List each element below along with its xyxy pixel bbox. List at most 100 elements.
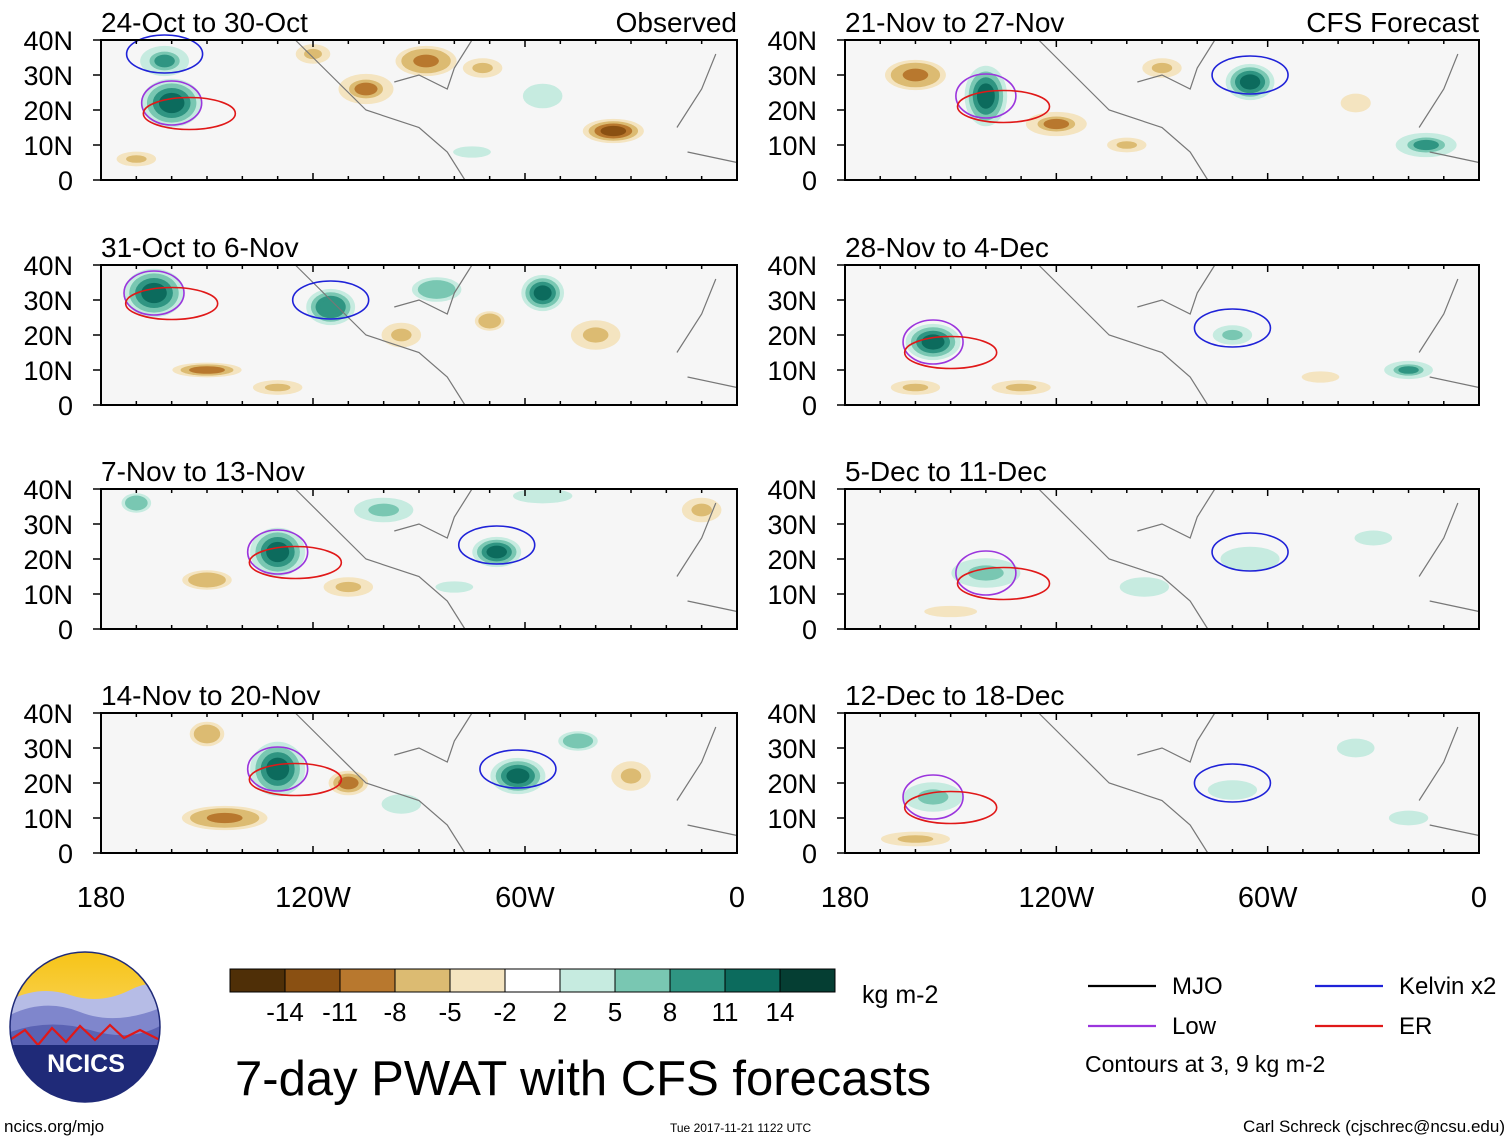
contour-line [902,774,964,820]
contour-line [246,746,309,792]
colorbar-swatch [559,968,616,993]
y-tick-label: 40N [23,251,73,281]
contour-line [956,89,1051,124]
colorbar-swatch [504,968,561,993]
y-tick-label: 0 [58,391,73,421]
contour-line [1193,763,1272,803]
anomaly-field [880,738,1429,847]
anomaly-shade [189,366,225,374]
site-url[interactable]: ncics.org/mjo [4,1117,104,1136]
y-tick-label: 30N [767,734,817,764]
panel-8: 12-Dec to 18-Dec 40N 30N 20N 10N 0 [767,680,1480,869]
anomaly-shade [1234,552,1266,566]
legend-label: Low [1172,1013,1217,1040]
anomaly-shade [902,68,929,82]
figure-title: 7-day PWAT with CFS forecasts [235,1052,931,1106]
x-axes: 180 120W 60W 0 180 120W 60W 0 [77,882,1487,914]
panel-background [101,489,737,629]
y-tick-label: 0 [802,615,817,645]
y-tick-label: 10N [767,131,817,161]
panel-2: 31-Oct to 6-Nov 40N 30N 20N 10N 0 [23,232,738,421]
x-tick-label: 60W [495,882,555,914]
y-tick-label: 10N [23,131,73,161]
y-tick-label: 20N [767,96,817,126]
contour-line [956,566,1051,601]
anomaly-shade [266,541,290,563]
anomaly-shade [1116,141,1137,149]
y-tick-label: 20N [23,321,73,351]
contour-line [123,270,185,316]
contour-line [903,335,998,370]
panel-title: 24-Oct to 30-Oct [101,7,308,38]
anomaly-shade [1005,383,1037,392]
panel-background [845,489,1479,629]
colorbar-label: -14 [266,997,304,1027]
y-tick-label: 40N [23,699,73,729]
y-tick-label: 10N [23,804,73,834]
anomaly-shade [1398,366,1419,374]
coastline [1038,39,1480,181]
y-tick-label: 10N [23,580,73,610]
coastline [1038,488,1480,630]
anomaly-shade [481,315,498,327]
anomaly-shade [304,48,322,60]
y-tick-label: 20N [23,545,73,575]
anomaly-shade [1131,581,1158,593]
anomaly-shade [194,574,220,586]
colorbar-swatch [669,968,726,993]
anomaly-field [123,268,621,395]
y-tick-label: 20N [767,321,817,351]
contour-line [479,749,557,789]
panel-grid: 24-Oct to 30-Oct Observed40N30N20N10N031-… [23,7,1480,869]
colorbar-swatch [339,968,396,993]
y-tick-label: 0 [58,839,73,869]
y-tick-label: 20N [23,96,73,126]
anomaly-shade [368,503,400,517]
y-tick-label: 10N [767,804,817,834]
anomaly-shade [897,835,934,843]
contour-line [124,286,219,321]
panel-title: 7-Nov to 13-Nov [101,456,305,487]
anomaly-shade [126,155,147,163]
anomaly-shade [354,82,378,96]
y-tick-label: 30N [23,286,73,316]
anomaly-shade [1413,139,1439,151]
contour-line [140,80,203,126]
legend-label: MJO [1172,973,1223,1000]
colorbar-swatch [724,968,781,993]
y-tick-label: 0 [58,615,73,645]
panel-tag: Observed [616,7,737,38]
panel-title: 5-Dec to 11-Dec [845,456,1047,487]
contour-line [457,525,536,565]
x-tick-label: 0 [1471,882,1487,914]
anomaly-shade [582,327,609,343]
y-tick-label: 0 [802,166,817,196]
anomaly-shade [141,282,167,304]
anomaly-shade [459,148,485,156]
y-tick-label: 20N [767,545,817,575]
anomaly-shade [1342,741,1369,755]
anomaly-field [121,488,722,597]
y-tick-label: 0 [58,166,73,196]
x-tick-label: 60W [1238,882,1298,914]
anomaly-shade [1222,329,1243,341]
units-label: kg m-2 [862,981,938,1009]
contour-line [246,529,309,575]
y-tick-label: 10N [767,580,817,610]
contour-line [248,545,343,580]
y-tick-label: 0 [802,391,817,421]
timestamp: Tue 2017-11-21 1122 UTC [670,1121,812,1135]
panel-title: 14-Nov to 20-Nov [101,680,320,711]
contour-line [1193,308,1272,348]
anomaly-shade [266,757,290,781]
coastline [294,712,738,854]
y-tick-label: 30N [23,734,73,764]
y-tick-label: 0 [802,839,817,869]
y-tick-label: 40N [767,251,817,281]
panel-7: 5-Dec to 11-Dec 40N 30N 20N 10N 0 [767,456,1480,645]
logo-text: NCICS [47,1050,125,1078]
colorbar-label: -5 [438,997,461,1027]
anomaly-shade [1360,532,1387,544]
contours-note: Contours at 3, 9 kg m-2 [1085,1051,1325,1077]
